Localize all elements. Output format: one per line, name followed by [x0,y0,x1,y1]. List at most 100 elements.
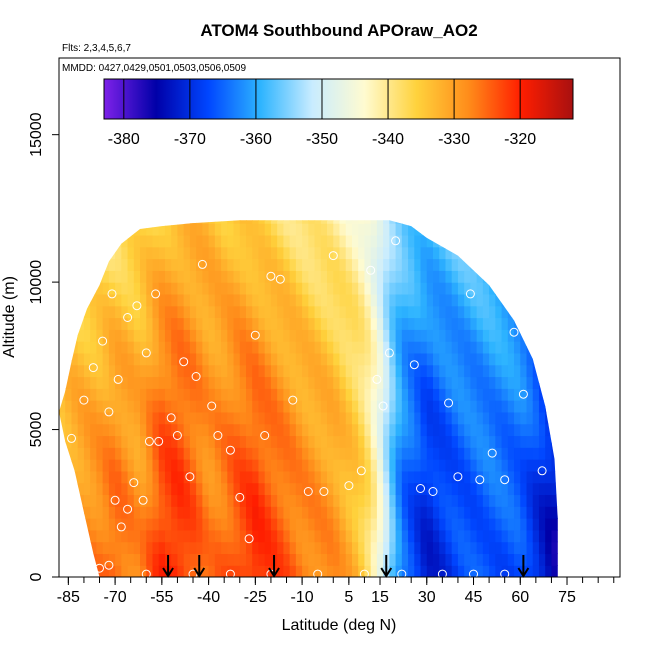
heatmap-cell [102,529,110,543]
heatmap-cell [189,506,197,519]
heatmap-cell [345,352,353,366]
heatmap-cell [183,234,191,248]
heatmap-cell [140,435,147,448]
heatmap-cell [115,411,122,425]
heatmap-cell [246,352,253,366]
heatmap-cell [351,518,359,531]
heatmap-cell [482,447,490,460]
heatmap-cell [102,506,110,519]
heatmap-cell [520,541,528,555]
heatmap-cell [171,435,179,448]
heatmap-cell [115,341,122,354]
heatmap-cell [65,258,73,271]
heatmap-cell [564,376,571,388]
heatmap-cell [320,364,328,378]
heatmap-cell [345,341,353,354]
heatmap-cell [482,317,490,330]
heatmap-cell [476,482,484,496]
heatmap-cell [71,352,79,366]
heatmap-cell [495,305,503,319]
heatmap-cell [121,305,129,319]
heatmap-cell [83,246,91,260]
heatmap-cell [96,282,104,295]
heatmap-cell [196,352,203,366]
heatmap-cell [358,541,366,555]
heatmap-cell [333,341,341,354]
heatmap-cell [401,459,409,472]
heatmap-cell [551,341,558,354]
heatmap-cell [115,541,122,555]
heatmap-cell [395,317,403,330]
heatmap-cell [152,459,160,472]
heatmap-cell [96,459,104,472]
heatmap-cell [295,447,303,460]
heatmap-cell [196,447,203,460]
heatmap-cell [90,482,97,496]
heatmap-cell [532,541,540,555]
heatmap-cell [221,364,228,378]
heatmap-cell [59,518,66,531]
heatmap-cell [158,470,166,484]
heatmap-cell [433,388,440,401]
heatmap-cell [532,435,540,448]
heatmap-cell [121,246,129,260]
heatmap-cell [364,223,372,236]
heatmap-cell [451,494,459,507]
heatmap-cell [221,270,228,283]
heatmap-cell [177,317,185,330]
heatmap-cell [233,246,241,260]
heatmap-cell [96,565,104,577]
heatmap-cell [520,459,528,472]
heatmap-cell [83,305,91,319]
heatmap-cell [501,376,509,389]
heatmap-cell [270,258,278,271]
heatmap-cell [551,329,558,342]
heatmap-cell [246,223,253,236]
heatmap-cell [414,388,422,401]
heatmap-cell [233,270,241,283]
heatmap-cell [171,364,179,378]
heatmap-cell [557,529,558,543]
heatmap-cell [345,293,353,307]
heatmap-cell [115,494,122,507]
heatmap-cell [277,553,284,566]
heatmap-cell [277,282,284,295]
heatmap-cell [127,435,135,448]
heatmap-cell [320,352,328,366]
heatmap-cell [140,459,147,472]
heatmap-cell [445,258,453,271]
heatmap-cell [83,341,91,354]
heatmap-cell [264,293,272,307]
heatmap-cell [208,352,216,366]
heatmap-cell [451,305,459,319]
heatmap-cell [420,293,428,307]
heatmap-cell [532,364,540,378]
heatmap-cell [164,376,172,389]
heatmap-cell [277,529,284,543]
heatmap-cell [470,305,478,319]
heatmap-cell [302,305,309,319]
heatmap-cell [345,459,353,472]
heatmap-cell [77,293,85,307]
heatmap-cell [308,459,316,472]
heatmap-cell [507,246,515,260]
heatmap-cell [414,435,422,448]
heatmap-cell [489,541,496,555]
heatmap-cell [333,220,341,224]
heatmap-cell [164,352,172,366]
heatmap-cell [264,435,272,448]
heatmap-cell [420,529,428,543]
heatmap-cell [445,293,453,307]
heatmap-cell [258,423,266,437]
heatmap-cell [158,447,166,460]
heatmap-cell [464,341,471,354]
heatmap-cell [520,305,528,319]
heatmap-cell [526,506,534,519]
heatmap-cell [439,282,447,295]
heatmap-cell [351,246,359,260]
heatmap-cell [408,411,415,425]
heatmap-cell [177,541,185,555]
heatmap-cell [532,553,540,566]
heatmap-cell [146,400,154,413]
heatmap-cell [482,411,490,425]
